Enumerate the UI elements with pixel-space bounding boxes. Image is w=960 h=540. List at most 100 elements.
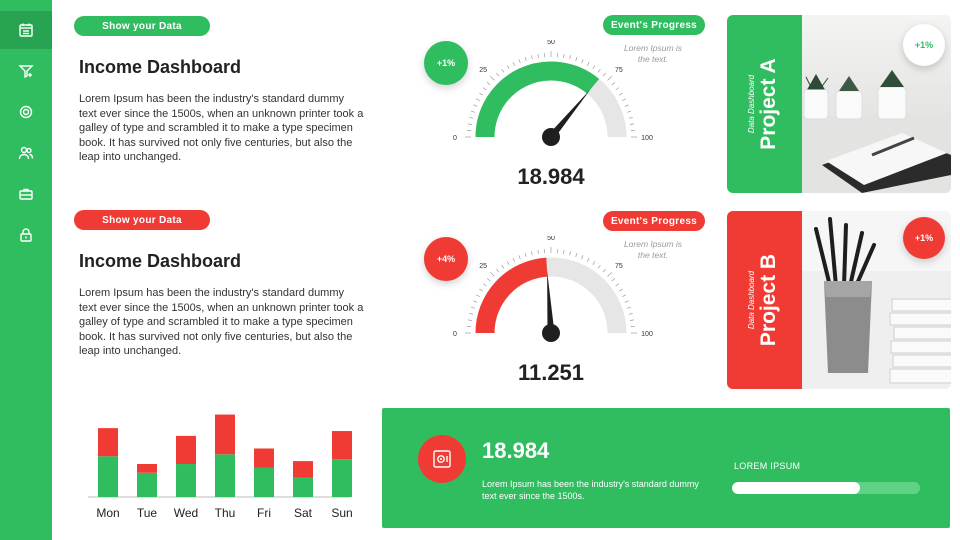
users-icon — [18, 146, 34, 160]
gauge-tick — [479, 288, 483, 292]
gauge-tick — [496, 72, 500, 77]
day-label: Fri — [257, 506, 271, 520]
bar-segment-green — [254, 467, 274, 497]
gauge-tick — [587, 257, 590, 262]
gauge-tick — [569, 55, 571, 60]
day-label: Sun — [331, 506, 352, 520]
gauge-tick — [607, 75, 613, 81]
sidebar-item-settings[interactable] — [0, 93, 52, 131]
gauge-needle — [547, 271, 555, 334]
bar-segment-red — [332, 431, 352, 460]
bar-segment-red — [176, 435, 196, 465]
filter-icon — [18, 65, 34, 79]
progress-fill — [732, 482, 860, 494]
gauge-tick — [512, 257, 515, 262]
gauge-chart: 0 25 50 75 100 — [453, 236, 653, 342]
gauge-tick — [486, 278, 491, 282]
gauge-tick — [615, 87, 620, 91]
gauge-tick-label: 50 — [547, 236, 555, 242]
bar-segment-red — [137, 464, 157, 473]
gauge-tick — [486, 82, 491, 86]
gauge-tick-label: 75 — [615, 67, 623, 74]
gauge-tick — [615, 283, 620, 287]
gauge-tick — [506, 261, 510, 265]
gauge-tick-label: 100 — [641, 331, 653, 338]
lock-icon — [20, 228, 32, 242]
sidebar-item-lock[interactable] — [0, 216, 52, 254]
gauge-hub — [542, 324, 560, 342]
gauge-tick-label: 25 — [479, 67, 487, 74]
gauge-tick — [626, 306, 631, 309]
calendar-icon — [19, 23, 33, 37]
project-photo-plants — [802, 15, 951, 193]
bar-segment-green — [98, 456, 118, 497]
card-description: Lorem Ipsum has been the industry's stan… — [79, 93, 364, 163]
day-label: Wed — [174, 506, 198, 520]
weekly-bar-chart: Mon Tue Wed Thu Fri Sat Sun — [88, 414, 353, 520]
bar-segment-red — [98, 428, 118, 457]
bar-segment-green — [176, 464, 196, 497]
card-title: Income Dashboard — [79, 251, 242, 271]
sidebar-item-calendar[interactable] — [0, 11, 52, 49]
gauge-fill — [475, 61, 600, 138]
gauge-tick — [475, 98, 480, 101]
gauge-tick-label: 50 — [547, 40, 555, 46]
gauge-chart: 0 25 50 75 100 — [453, 40, 653, 146]
sidebar-item-users[interactable] — [0, 134, 52, 172]
day-label: Thu — [215, 506, 236, 520]
gauge-tick — [626, 110, 631, 113]
gauge-tick-label: 0 — [453, 135, 457, 142]
gauge-tick — [619, 288, 623, 292]
gauge-tick — [624, 300, 629, 303]
gauge-tick — [611, 278, 616, 282]
gauge-tick — [569, 251, 571, 256]
gauge-tick — [482, 283, 487, 287]
gauge-tick-label: 75 — [615, 263, 623, 270]
sidebar-item-filter[interactable] — [0, 52, 52, 90]
gauge-tick — [469, 117, 474, 119]
progress-label: LOREM IPSUM — [734, 461, 801, 471]
safe-icon-circle — [418, 435, 466, 483]
project-title: Project A — [757, 58, 780, 150]
day-label: Sat — [294, 506, 313, 520]
bar-segment-green — [332, 459, 352, 497]
day-label: Mon — [96, 506, 119, 520]
banner-description: Lorem Ipsum has been the industry's stan… — [482, 479, 699, 501]
project-change-bubble: +1% — [903, 24, 945, 66]
gauge-tick — [537, 249, 539, 255]
gauge-tick-label: 100 — [641, 135, 653, 142]
gauge-tick — [607, 271, 613, 277]
events-progress-badge[interactable]: Event's Progress — [603, 15, 705, 35]
gauge-tick — [597, 264, 601, 269]
gauge-tick — [629, 319, 635, 321]
show-data-badge[interactable]: Show your Data — [74, 16, 210, 36]
gauge-tick — [592, 261, 596, 265]
gauge-tick — [473, 300, 478, 303]
bar-segment-green — [215, 454, 235, 497]
project-label-wrap: Data Dashboard Project A — [727, 15, 802, 193]
gauge-tick — [597, 68, 601, 73]
gauge-tick — [471, 306, 476, 309]
gauge-tick — [473, 104, 478, 107]
gauge-tick — [501, 264, 505, 269]
show-data-badge[interactable]: Show your Data — [74, 210, 210, 230]
gauge-tick — [622, 294, 627, 297]
bar-segment-red — [215, 414, 235, 455]
events-progress-badge[interactable]: Event's Progress — [603, 211, 705, 231]
gauge-tick — [629, 123, 635, 125]
sidebar-item-briefcase[interactable] — [0, 175, 52, 213]
gauge-tick — [489, 75, 495, 81]
progress-track — [732, 482, 920, 494]
briefcase-icon — [19, 188, 33, 200]
gauge-tick — [611, 82, 616, 86]
gauge-tick — [482, 87, 487, 91]
gauge-tick — [563, 249, 565, 255]
project-card-a[interactable]: +1% — [727, 15, 951, 193]
project-subtitle-text: Data Dashboard — [747, 270, 756, 330]
project-card-b[interactable]: +1% — [727, 211, 951, 389]
project-band — [727, 211, 802, 389]
gauge-tick — [479, 92, 483, 96]
gauge-tick — [619, 92, 623, 96]
change-bubble: +4% — [424, 237, 468, 281]
gauge-tick — [602, 72, 606, 77]
